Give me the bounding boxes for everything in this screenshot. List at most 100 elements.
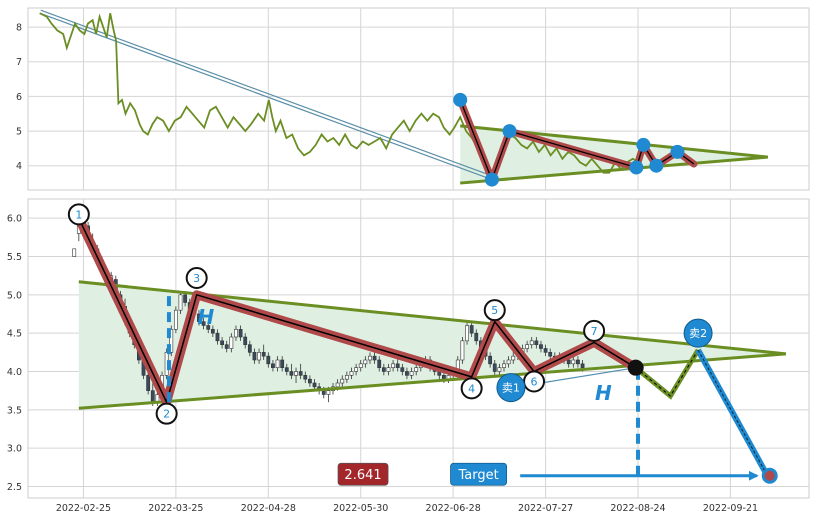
top-pivot-dot bbox=[670, 144, 685, 159]
candle-body bbox=[215, 332, 220, 342]
pivot-marker-circle bbox=[67, 203, 90, 226]
candle-body bbox=[266, 355, 271, 365]
candle-body bbox=[271, 363, 275, 368]
projection-inner bbox=[635, 349, 699, 397]
bottom-y-tick-label: 3.0 bbox=[7, 444, 22, 455]
candle-body bbox=[502, 363, 506, 368]
candle-body bbox=[169, 329, 174, 353]
top-y-tick-label: 8 bbox=[16, 23, 22, 34]
current-price-point bbox=[627, 359, 644, 376]
bottom-y-tick-label: 4.5 bbox=[7, 329, 22, 340]
candle-body bbox=[201, 321, 206, 326]
candle-body bbox=[377, 359, 382, 368]
candle-body bbox=[506, 359, 511, 365]
candle-body bbox=[312, 382, 317, 388]
pivot-marker-label: 3 bbox=[193, 272, 200, 285]
bottom-x-ticks: 2022-02-25 2022-03-25 2022-04-28 2022-05-30… bbox=[56, 503, 758, 514]
candle-body bbox=[381, 367, 386, 372]
bottom-y-tick-label: 6.0 bbox=[7, 214, 22, 225]
candle-body bbox=[409, 371, 414, 376]
pivot-marker-circle bbox=[185, 266, 208, 289]
bottom-y-tick-label: 3.5 bbox=[7, 405, 22, 416]
candle-body bbox=[294, 371, 298, 376]
candle-body bbox=[275, 359, 280, 368]
candle-body bbox=[335, 382, 340, 388]
candle-body bbox=[580, 363, 585, 368]
top-pivot-dot bbox=[629, 160, 644, 175]
pivot-marker-label: 5 bbox=[491, 304, 498, 317]
candle-body bbox=[539, 344, 543, 349]
h-label: H bbox=[198, 305, 215, 329]
top-y-tick-label: 6 bbox=[16, 92, 22, 103]
candle-body bbox=[543, 348, 548, 353]
candle-body bbox=[220, 340, 224, 345]
sell-arrow-2-inner bbox=[697, 349, 768, 477]
candle-body bbox=[150, 390, 155, 403]
candle-body bbox=[210, 329, 215, 334]
candle-body bbox=[303, 375, 308, 380]
x-tick-label: 2022-06-28 bbox=[426, 503, 481, 514]
top-pivot-dot bbox=[502, 124, 517, 139]
bottom-y-tick-label: 5.0 bbox=[7, 290, 22, 301]
x-tick-label: 2022-03-25 bbox=[148, 503, 203, 514]
top-y-tick-label: 4 bbox=[16, 161, 22, 172]
price-box: 2.641 bbox=[337, 462, 389, 486]
candle-body bbox=[395, 363, 400, 368]
candle-body bbox=[183, 294, 188, 303]
candle-body bbox=[197, 313, 201, 322]
x-tick-label: 2022-09-21 bbox=[703, 503, 758, 514]
candle-body bbox=[243, 336, 248, 345]
candle-body bbox=[529, 340, 534, 345]
top-price-line bbox=[39, 12, 640, 183]
top-pivot-dot bbox=[636, 137, 651, 152]
pivot-marker-label: 6 bbox=[531, 375, 538, 388]
sell-signals: 卖1 卖2 bbox=[496, 318, 713, 403]
candle-body bbox=[321, 390, 326, 395]
bottom-zigzag-inner bbox=[78, 217, 637, 403]
candle-body bbox=[261, 352, 266, 357]
candle-body bbox=[72, 248, 77, 257]
candle-body bbox=[497, 367, 502, 372]
candle-body bbox=[474, 332, 479, 342]
target-point-core bbox=[764, 470, 775, 481]
candle-body bbox=[414, 367, 419, 372]
top-pivot-dots bbox=[453, 92, 685, 187]
candle-body bbox=[307, 378, 312, 384]
bottom-panel: 6.05.55.04.54.03.53.02.5 2022-02-25 2022-… bbox=[7, 198, 810, 514]
candle-body bbox=[257, 352, 261, 361]
target-box-rect bbox=[450, 462, 507, 486]
pivot-marker-label: 4 bbox=[468, 382, 475, 395]
h-label: H bbox=[595, 381, 612, 405]
candle-body bbox=[298, 371, 303, 376]
candle-body bbox=[391, 363, 395, 368]
price-box-rect bbox=[337, 462, 389, 486]
candle-body bbox=[224, 344, 229, 349]
top-pivot-dot bbox=[649, 158, 664, 173]
x-tick-label: 2022-08-24 bbox=[610, 503, 665, 514]
bottom-y-tick-label: 2.5 bbox=[7, 482, 22, 493]
candle-body bbox=[178, 294, 183, 311]
sell-signal-circle bbox=[496, 373, 526, 403]
x-tick-label: 2022-04-28 bbox=[241, 503, 296, 514]
candle-body bbox=[465, 325, 469, 342]
candle-body bbox=[363, 359, 368, 365]
bottom-y-ticks: 6.0 5.5 5.0 4.5 4.0 3.5 3.0 2.5 bbox=[7, 214, 22, 493]
pivot-marker-circle bbox=[483, 299, 506, 322]
pivot-marker-label: 2 bbox=[163, 408, 170, 421]
top-pivot-dot bbox=[484, 172, 499, 187]
target-box-text: Target bbox=[457, 468, 498, 483]
pivot-marker-circle bbox=[155, 402, 178, 425]
pivot-marker-label: 7 bbox=[591, 325, 598, 338]
candle-body bbox=[340, 378, 345, 384]
candle-body bbox=[400, 367, 405, 372]
top-pivot-dot bbox=[453, 92, 468, 107]
target-box: Target bbox=[450, 462, 507, 486]
price-box-text: 2.641 bbox=[344, 468, 381, 483]
pivot-marker-circle bbox=[460, 377, 483, 400]
candle-body bbox=[354, 367, 359, 372]
candle-body bbox=[238, 329, 243, 338]
candle-body bbox=[372, 355, 377, 361]
candle-body bbox=[442, 375, 446, 380]
candle-body bbox=[344, 375, 349, 380]
